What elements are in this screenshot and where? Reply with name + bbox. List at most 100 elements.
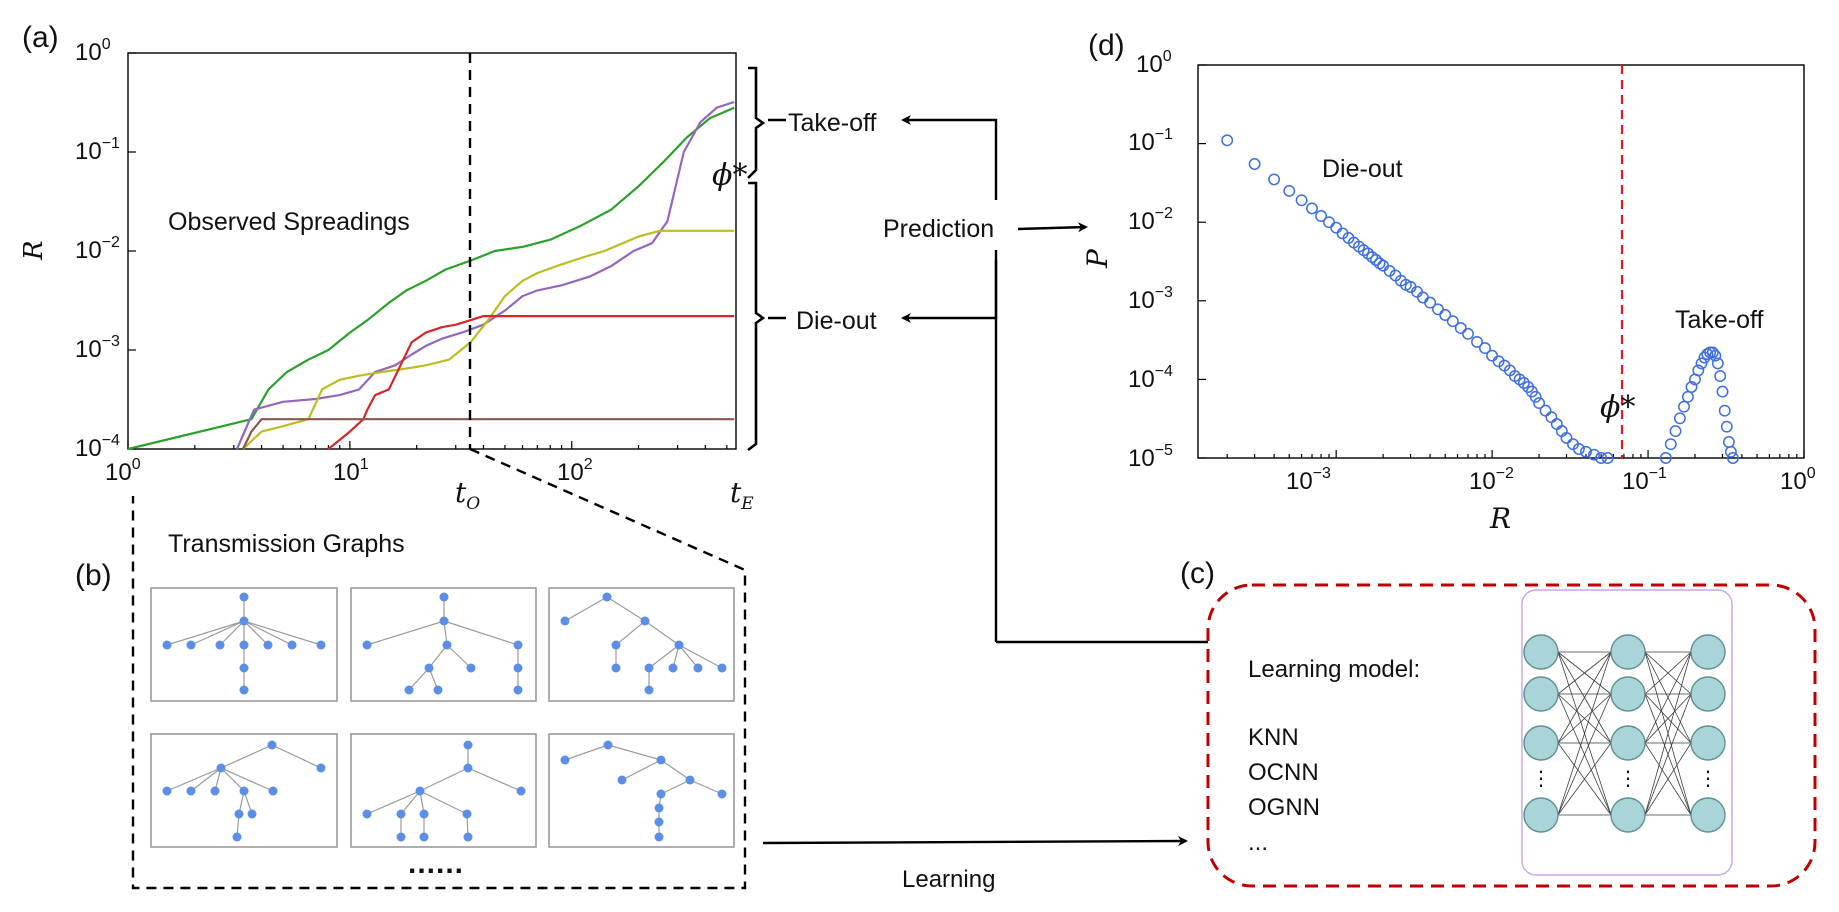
t-end-label: tE: [730, 476, 754, 514]
panel-c: (c) Learning model: KNN OCNN OGNN ... ⋮ …: [1180, 557, 1817, 888]
scatter-point-take-off: [1714, 370, 1727, 383]
graph-node: [234, 809, 244, 819]
transmission-graph-1: [150, 587, 338, 702]
graph-node: [433, 685, 443, 695]
svg-text:⋮: ⋮: [1531, 768, 1551, 790]
scatter-point-die-out: [1595, 452, 1608, 464]
graph-node: [693, 663, 703, 673]
d-ytick-4: 10−4: [1128, 363, 1173, 393]
graph-node: [674, 640, 684, 650]
a-threshold-label: ϕ*: [712, 158, 747, 193]
model-more: ...: [1248, 829, 1268, 856]
graph-node: [263, 640, 273, 650]
graph-node: [462, 809, 472, 819]
graph-node: [602, 592, 612, 602]
series-line-brown: [242, 418, 735, 450]
scatter-point-take-off: [1722, 436, 1735, 448]
graph-node: [603, 740, 613, 750]
a-title: Observed Spreadings: [168, 208, 410, 236]
svg-text:⋮: ⋮: [1698, 768, 1718, 790]
flow: Take-off Die-out Prediction Learning: [762, 109, 1208, 893]
d-xtick-3: 100: [1780, 465, 1816, 495]
scatter-point-die-out: [1588, 448, 1600, 461]
scatter-point-die-out: [1545, 411, 1558, 424]
graph-node: [396, 832, 406, 842]
scatter-point-die-out: [1529, 390, 1542, 403]
a-ytick-1: 10−1: [75, 135, 120, 165]
scatter-point-take-off: [1685, 381, 1698, 393]
graph-node: [239, 592, 249, 602]
scatter-point-die-out: [1517, 377, 1530, 389]
graph-node: [513, 640, 523, 650]
graph-node: [516, 786, 526, 796]
scatter-point-die-out: [1533, 397, 1546, 410]
graph-node: [463, 763, 473, 773]
panel-a-axes: [127, 52, 737, 450]
nn-node: [1523, 634, 1559, 670]
graph-node: [239, 663, 249, 673]
scatter-point-take-off: [1681, 390, 1694, 403]
model-knn: KNN: [1248, 724, 1299, 751]
panel-c-label: (c): [1180, 557, 1215, 590]
panel-d-scatter: [1221, 134, 1739, 464]
panel-d-axes: [1197, 64, 1805, 459]
panel-b: (b) Transmission Graphs: [75, 447, 747, 890]
graph-node: [239, 685, 249, 695]
nn-connection: [1557, 693, 1612, 744]
graph-node: [611, 663, 621, 673]
nn-connection: [1644, 693, 1692, 816]
nn-connection: [1644, 651, 1692, 695]
transmission-graph-2: [350, 587, 537, 702]
graph-node: [404, 685, 414, 695]
scatter-point-take-off: [1659, 452, 1672, 464]
panel-d: (d) 100 10−1 10−2 10−3 10−4 10−5 10−3 10…: [1081, 29, 1816, 535]
nn-node: [1610, 634, 1646, 670]
graph-node: [268, 786, 278, 796]
c-title: Learning model:: [1248, 656, 1420, 683]
scatter-point-take-off: [1724, 445, 1737, 458]
graph-node: [419, 809, 429, 819]
graph-node: [656, 755, 666, 765]
a-ytick-0: 100: [75, 36, 111, 66]
graph-node: [162, 640, 172, 650]
graph-node: [463, 832, 473, 842]
die-out-flow-label: Die-out: [796, 307, 877, 335]
panel-a-label: (a): [22, 21, 59, 54]
panel-b-label: (b): [75, 559, 112, 592]
series-line-green: [127, 106, 735, 451]
more-graphs-ellipsis: ......: [408, 847, 464, 880]
a-xtick-0: 100: [105, 456, 141, 486]
scatter-point-take-off: [1709, 349, 1722, 362]
scatter-point-take-off: [1664, 438, 1677, 451]
scatter-point-die-out: [1432, 303, 1444, 316]
die-out-brace: [747, 181, 766, 452]
scatter-point-die-out: [1416, 291, 1429, 304]
graph-node: [239, 786, 249, 796]
take-off-brace: [747, 66, 766, 179]
nn-node: [1690, 676, 1726, 712]
nn-connection: [1644, 693, 1692, 744]
arrow-to-die-out: [901, 250, 998, 323]
graph-node: [239, 616, 249, 626]
d-xtick-2: 10−1: [1622, 465, 1667, 495]
graph-node: [415, 786, 425, 796]
graph-node: [247, 809, 257, 819]
nn-connection: [1557, 693, 1612, 816]
graph-node: [654, 817, 664, 827]
graph-node: [316, 640, 326, 650]
graph-node: [560, 755, 570, 765]
graph-node: [362, 640, 372, 650]
scatter-point-die-out: [1454, 322, 1467, 335]
scatter-point-take-off: [1678, 400, 1690, 413]
graph-node: [162, 786, 172, 796]
scatter-point-die-out: [1492, 355, 1505, 368]
d-xtick-0: 10−3: [1286, 465, 1331, 495]
d-threshold-label: ϕ*: [1600, 390, 1635, 425]
graph-node: [316, 763, 326, 773]
scatter-point-die-out: [1323, 216, 1335, 229]
scatter-point-die-out: [1283, 184, 1296, 197]
graph-node: [210, 786, 220, 796]
d-ytick-0: 100: [1136, 48, 1172, 78]
scatter-point-take-off: [1669, 425, 1682, 438]
